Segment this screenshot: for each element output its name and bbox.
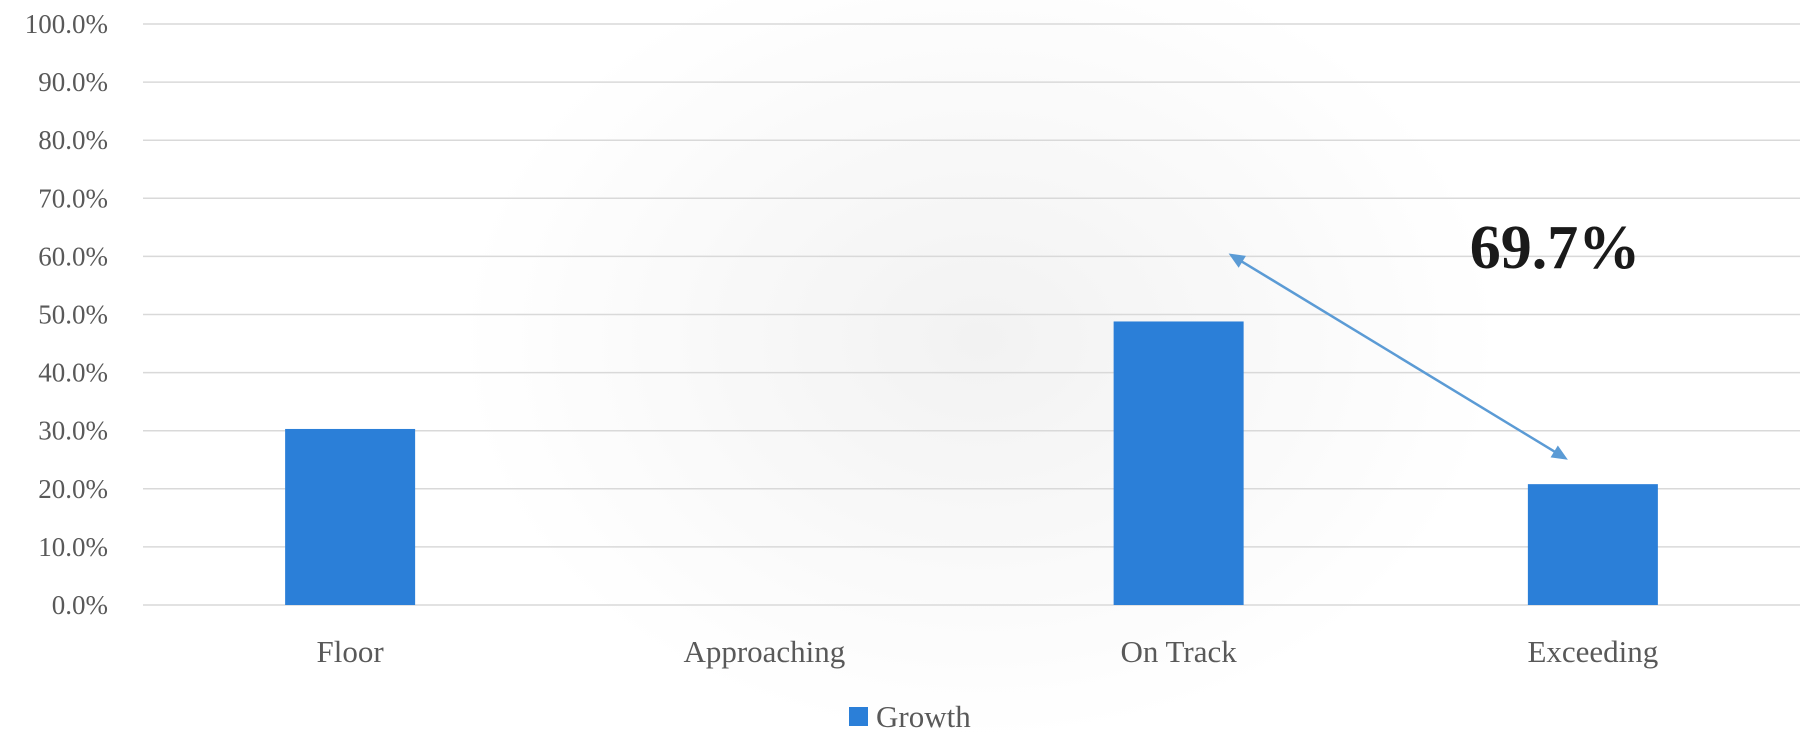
y-tick-label: 80.0% [38,125,108,155]
x-category-label: Exceeding [1527,634,1658,669]
gridlines [143,23,1800,606]
legend: Growth [849,699,971,732]
x-axis-category-labels: Floor Approaching On Track Exceeding [317,634,1659,669]
background-glow [460,0,1500,732]
bars [285,321,1658,605]
x-category-label: Approaching [683,634,845,669]
x-category-label: On Track [1120,634,1237,669]
y-tick-label: 0.0% [52,590,108,620]
annotation-value-label: 69.7% [1470,214,1641,282]
y-tick-label: 20.0% [38,474,108,504]
y-tick-label: 50.0% [38,300,108,330]
bar-floor [285,428,416,605]
bar-exceeding [1527,484,1658,605]
annotation-arrowhead-end [1550,445,1568,460]
y-tick-label: 90.0% [38,67,108,97]
bar-on-track [1113,321,1244,605]
y-tick-label: 70.0% [38,183,108,213]
y-tick-label: 100.0% [25,9,108,39]
x-category-label: Floor [317,634,385,669]
y-tick-label: 10.0% [38,532,108,562]
y-tick-label: 40.0% [38,358,108,388]
y-axis-tick-labels: 0.0% 10.0% 20.0% 30.0% 40.0% 50.0% 60.0% 70.0% 8… [25,9,108,620]
annotations: 69.7% [1228,214,1641,460]
annotation-arrow-line [1238,259,1558,455]
y-tick-label: 60.0% [38,241,108,271]
legend-label: Growth [876,699,971,732]
annotation-arrowhead-start [1228,253,1246,268]
legend-swatch [849,707,868,726]
y-tick-label: 30.0% [38,416,108,446]
